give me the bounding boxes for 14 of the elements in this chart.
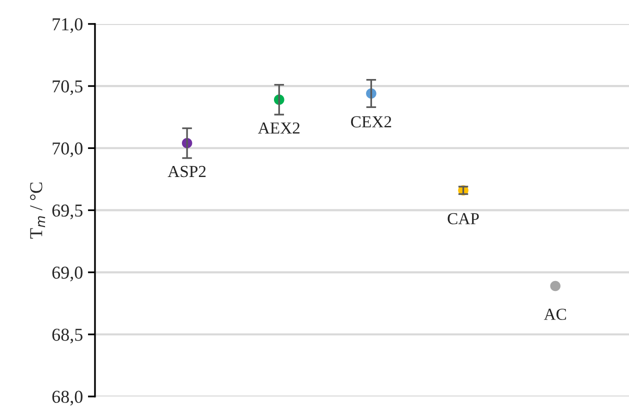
series-label: CAP <box>448 213 479 224</box>
y-tick-label: 70,5 <box>52 80 82 96</box>
series-label: CEX2 <box>351 116 392 128</box>
y-tick-label: 71,0 <box>52 18 82 33</box>
series-label: ASP2 <box>168 166 206 178</box>
point <box>550 280 560 292</box>
y-tick-label: 70,0 <box>52 142 82 158</box>
series-label: AEX2 <box>258 122 300 134</box>
y-tick-label: 69,0 <box>52 266 82 282</box>
y-tick-label: 68,0 <box>52 390 82 406</box>
y-tick-label: 68,5 <box>52 328 82 344</box>
y-axis-title: T$_{m}$ / °C <box>30 182 46 239</box>
series-label: AC <box>544 308 566 320</box>
y-tick-label: 69,5 <box>52 204 82 220</box>
